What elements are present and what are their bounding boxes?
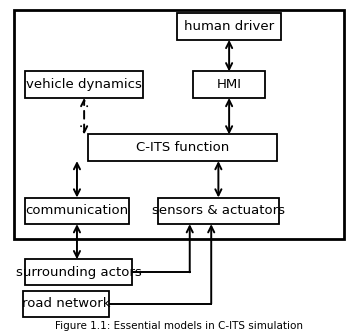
Bar <box>158 198 279 224</box>
Bar <box>88 134 277 161</box>
Text: surrounding actors: surrounding actors <box>16 266 142 279</box>
Bar <box>193 71 265 98</box>
Bar <box>25 71 143 98</box>
Bar <box>23 291 109 317</box>
Text: communication: communication <box>25 204 129 217</box>
Text: human driver: human driver <box>184 20 274 33</box>
Text: vehicle dynamics: vehicle dynamics <box>26 78 142 91</box>
Text: sensors & actuators: sensors & actuators <box>152 204 285 217</box>
Bar <box>25 198 129 224</box>
Bar <box>14 10 344 239</box>
Text: HMI: HMI <box>217 78 242 91</box>
Bar <box>177 13 281 40</box>
Text: Figure 1.1: Essential models in C-ITS simulation: Figure 1.1: Essential models in C-ITS si… <box>55 321 303 331</box>
Bar <box>25 259 132 285</box>
Text: road network: road network <box>22 297 111 310</box>
Text: C-ITS function: C-ITS function <box>136 141 229 154</box>
